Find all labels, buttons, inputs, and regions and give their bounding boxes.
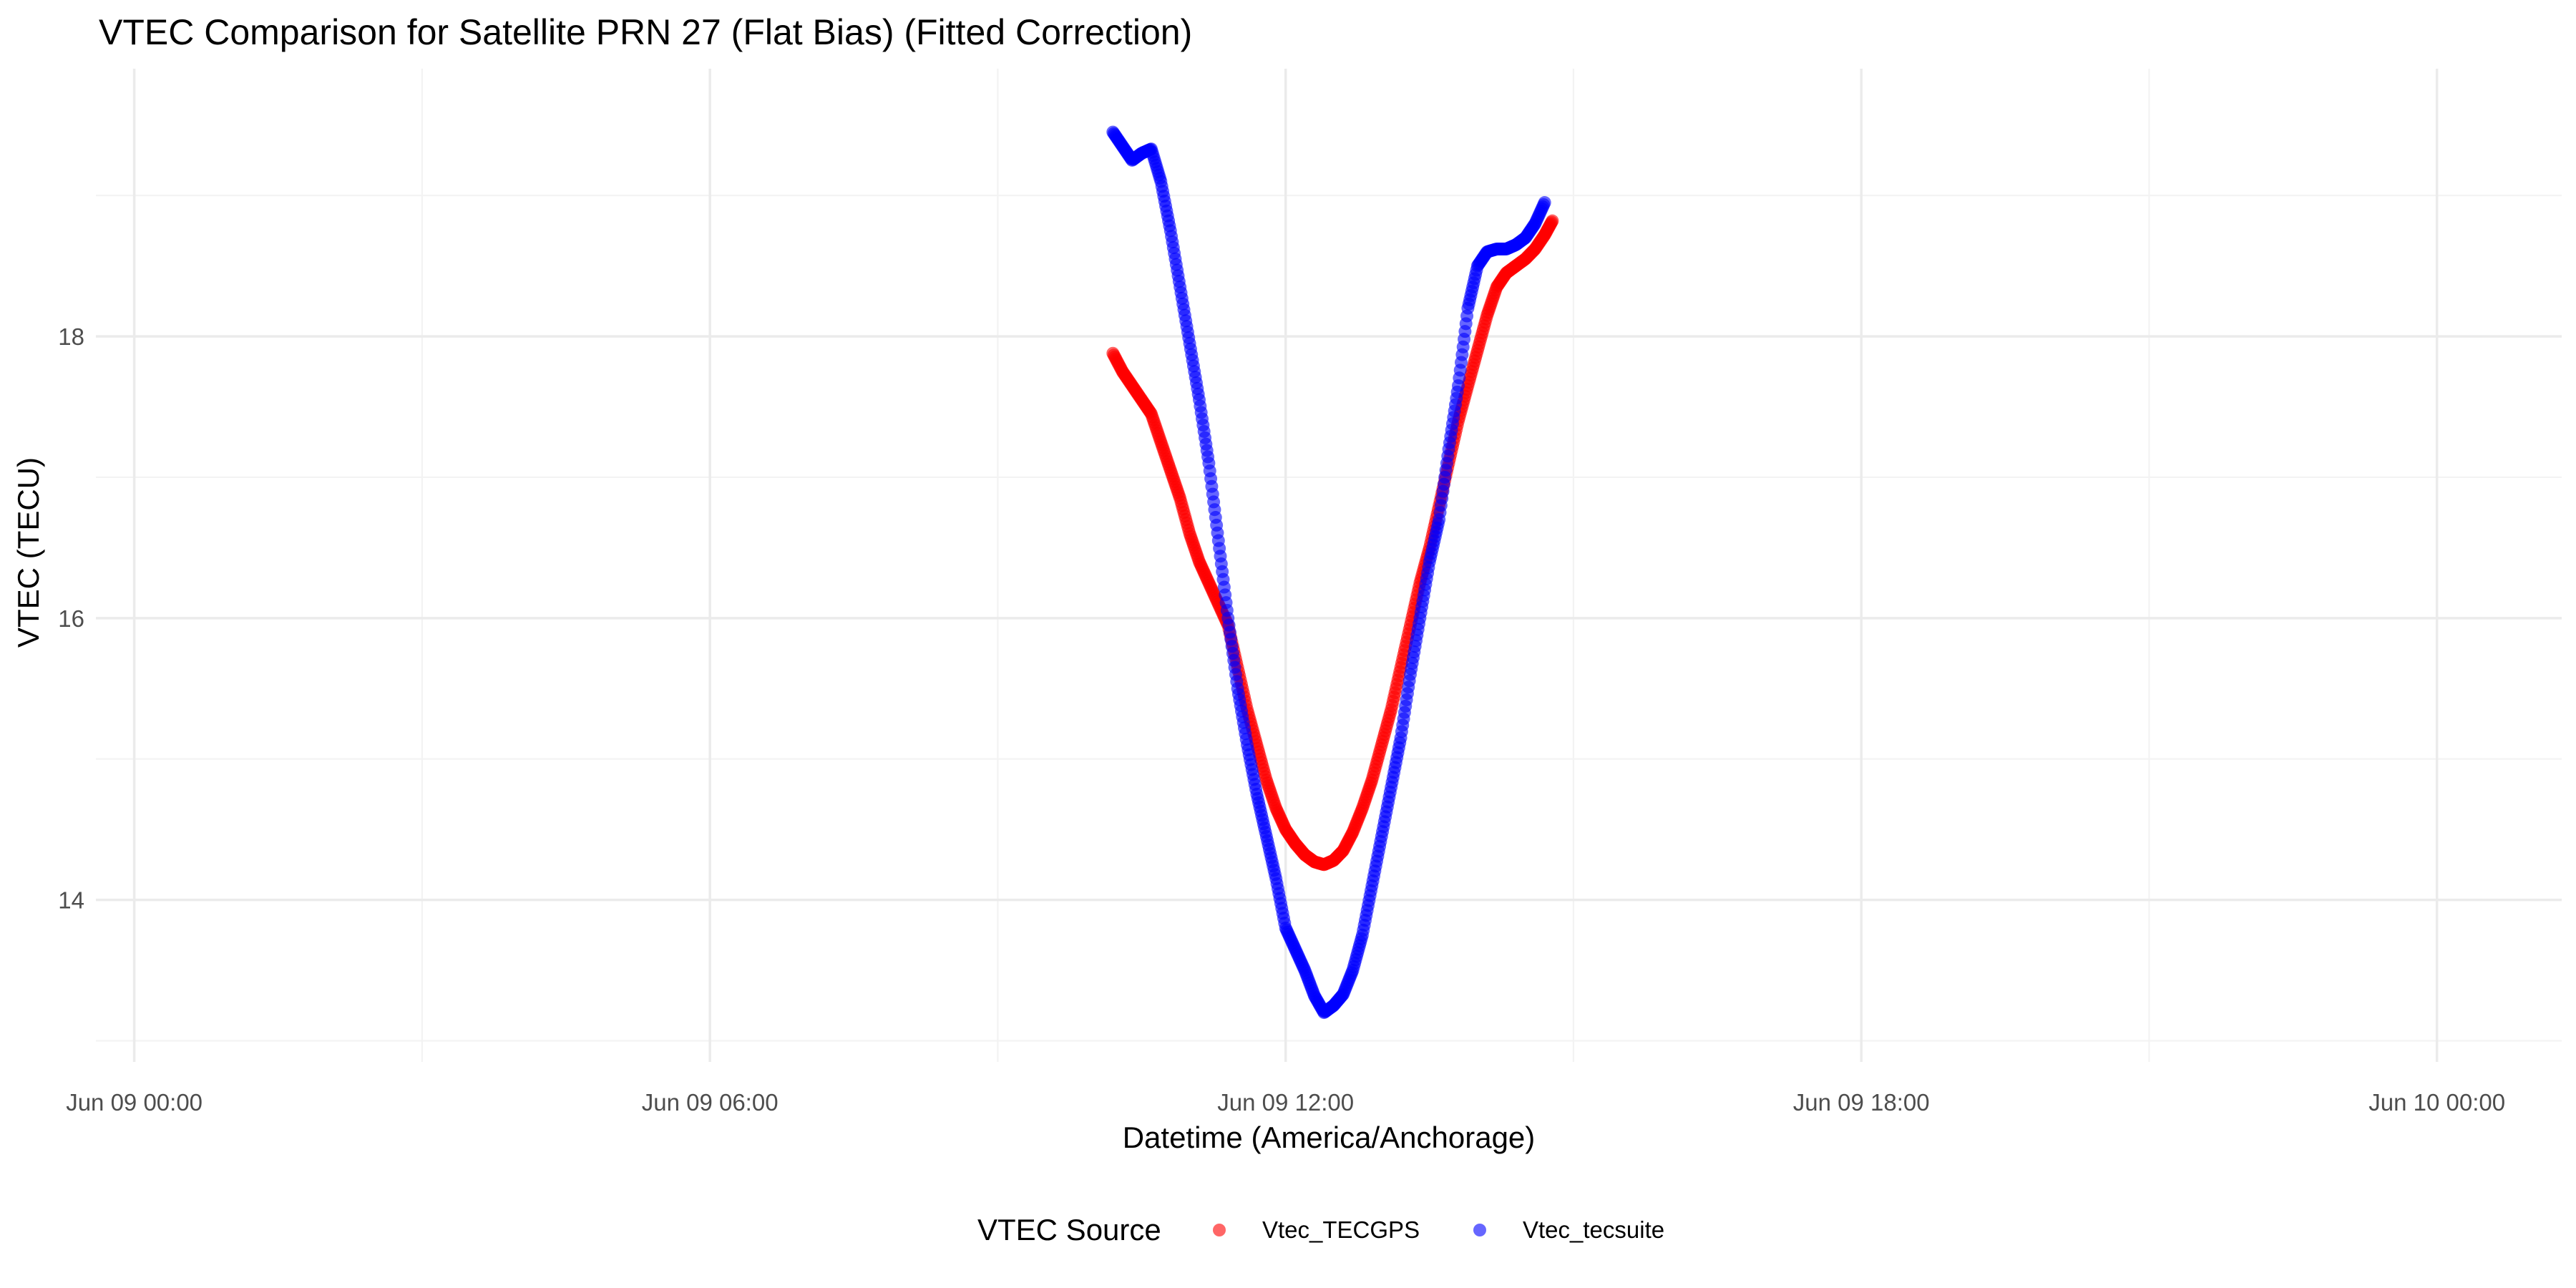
legend-item: Vtec_tecsuite	[1473, 1216, 1664, 1243]
minor-gridlines	[96, 69, 2562, 1062]
x-tick-label: Jun 09 06:00	[642, 1089, 779, 1116]
legend-item: Vtec_TECGPS	[1213, 1216, 1420, 1243]
y-tick-label: 16	[58, 605, 84, 632]
legend: VTEC Source Vtec_TECGPS Vtec_tecsuite	[977, 1213, 1664, 1246]
x-axis-tick-labels: Jun 09 00:00 Jun 09 06:00 Jun 09 12:00 Jun …	[66, 1089, 2505, 1116]
data-points	[1106, 125, 1559, 1020]
plot-panel	[96, 69, 2562, 1062]
y-axis-title: VTEC (TECU)	[11, 457, 45, 648]
legend-label: Vtec_tecsuite	[1523, 1216, 1664, 1243]
legend-items: Vtec_TECGPS Vtec_tecsuite	[1213, 1216, 1664, 1243]
x-tick-label: Jun 10 00:00	[2368, 1089, 2505, 1116]
y-axis-tick-labels: 14 16 18	[58, 323, 84, 914]
y-tick-label: 14	[58, 887, 84, 914]
x-axis-title: Datetime (America/Anchorage)	[1123, 1121, 1536, 1154]
data-point	[1546, 214, 1559, 228]
major-gridlines	[96, 69, 2562, 1062]
data-point	[1538, 196, 1551, 210]
series-vtec-tecsuite	[1106, 125, 1551, 1020]
legend-key-marker	[1213, 1224, 1226, 1236]
legend-label: Vtec_TECGPS	[1262, 1216, 1420, 1243]
legend-key-marker	[1473, 1224, 1486, 1236]
chart-title: VTEC Comparison for Satellite PRN 27 (Fl…	[99, 12, 1192, 52]
x-tick-label: Jun 09 00:00	[66, 1089, 203, 1116]
x-tick-label: Jun 09 12:00	[1217, 1089, 1354, 1116]
series-vtec-tecgps	[1106, 214, 1559, 872]
legend-title: VTEC Source	[977, 1213, 1161, 1246]
y-tick-label: 18	[58, 323, 84, 350]
x-tick-label: Jun 09 18:00	[1793, 1089, 1930, 1116]
